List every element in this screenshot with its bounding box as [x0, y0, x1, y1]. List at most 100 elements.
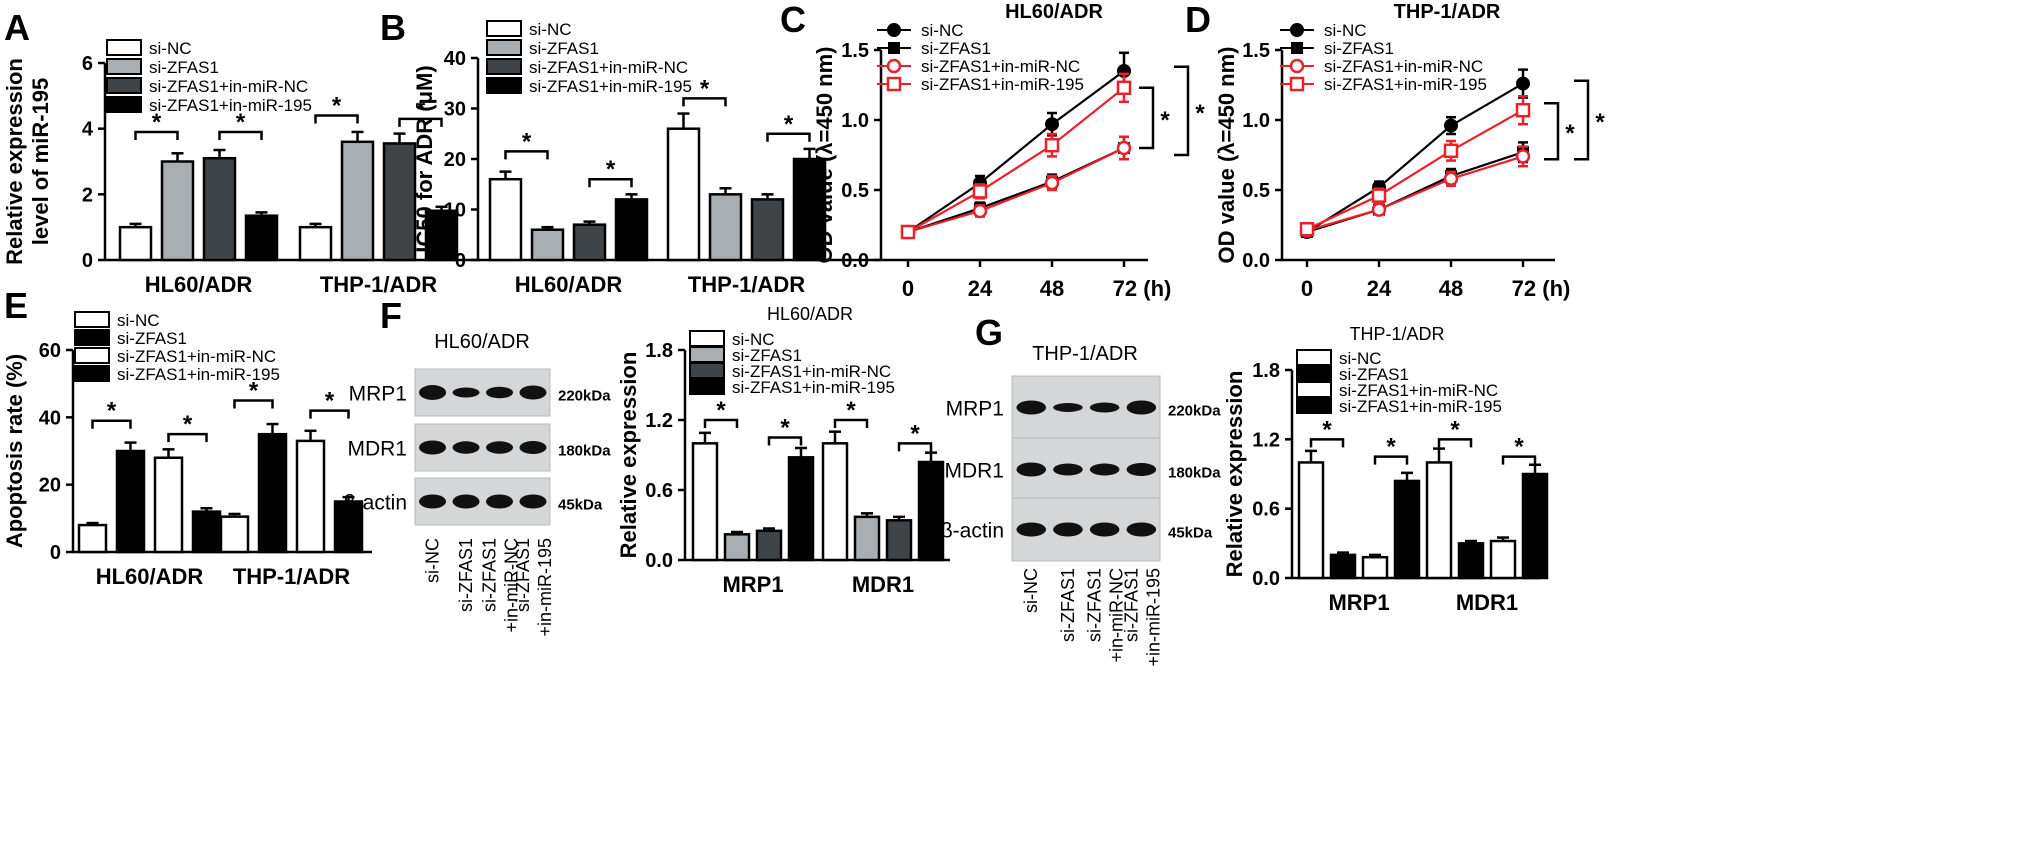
significance-star: *: [249, 378, 259, 405]
bar: [1521, 472, 1549, 580]
bar: [614, 198, 649, 262]
y-tick-label: 1.0: [841, 110, 869, 132]
bar: [691, 442, 719, 562]
bar: [257, 432, 288, 554]
blot-size-label: 45kDa: [558, 497, 603, 514]
legend-label: si-ZFAS1+in-miR-195: [732, 378, 895, 397]
bar: [488, 177, 523, 262]
legend-swatch: [1296, 349, 1332, 366]
legend-swatch: [74, 365, 110, 382]
legend-label: si-ZFAS1+in-miR-NC: [732, 362, 891, 381]
significance-star: *: [1322, 416, 1332, 443]
y-tick-label: 0: [50, 542, 61, 564]
significance-star: *: [1595, 109, 1605, 136]
blot-row-label: β-actin: [344, 492, 407, 515]
legend-label: si-NC: [529, 20, 572, 39]
protein-band: [419, 440, 447, 455]
panel-label-C: C: [780, 0, 806, 40]
chart-C: 0.0 0.5 1.0 1.5 0 24 48 72 (h) OD value (λ=450 n…: [812, 1, 1205, 301]
blot-size-label: 220kDa: [1168, 403, 1221, 420]
legend-marker: [1289, 76, 1305, 92]
data-point: [1515, 102, 1531, 118]
legend-marker: [1290, 23, 1304, 37]
legend-swatch: [486, 39, 522, 56]
y-axis-label: Relative expression: [1222, 371, 1247, 578]
protein-band: [1053, 522, 1083, 537]
significance-star: *: [416, 96, 426, 123]
bar: [572, 223, 607, 262]
significance-bracket: [703, 418, 739, 428]
significance-star: *: [1195, 100, 1205, 127]
significance-bracket: [588, 177, 633, 188]
significance-bracket: [1437, 438, 1473, 448]
significance-bracket: [1501, 455, 1537, 465]
bar: [917, 460, 945, 562]
lane-label: si-ZFAS1: [1085, 568, 1105, 642]
y-tick-label: 0.5: [1242, 180, 1270, 202]
legend-marker: [886, 58, 902, 74]
significance-star: *: [1565, 120, 1575, 147]
bar: [333, 500, 364, 554]
bar: [153, 456, 184, 554]
legend-swatch: [689, 330, 725, 347]
legend-label: si-ZFAS1: [921, 39, 991, 58]
y-tick-label: 0: [455, 250, 466, 272]
y-tick-label: 0.6: [645, 480, 673, 502]
data-point: [972, 184, 988, 199]
bar: [787, 456, 815, 562]
significance-bracket: [233, 399, 274, 409]
protein-band: [1016, 400, 1047, 415]
data-point: [1371, 188, 1387, 203]
significance-star: *: [846, 397, 856, 424]
blot-title: HL60/ADR: [434, 331, 530, 353]
significance-star: *: [325, 388, 335, 415]
legend-swatch: [74, 311, 110, 328]
y-tick-label: 40: [39, 407, 61, 429]
y-tick-label: 40: [444, 48, 466, 70]
y-axis-label: OD value (λ=450 nm): [812, 46, 837, 263]
x-tick-label: 24: [1367, 276, 1392, 301]
bar: [1329, 553, 1357, 580]
significance-bracket: [1574, 79, 1590, 161]
significance-star: *: [236, 109, 246, 136]
lane-label: si-ZFAS1: [1121, 568, 1141, 642]
blot-size-label: 180kDa: [1168, 465, 1221, 482]
protein-band: [419, 385, 447, 400]
panel-label-B: B: [380, 7, 406, 48]
protein-band: [519, 494, 547, 509]
significance-star: *: [1160, 107, 1170, 134]
data-point: [1045, 117, 1059, 132]
y-axis-label: Apoptosis rate (%): [2, 354, 27, 548]
bar: [666, 127, 701, 262]
blot-row-label: MRP1: [946, 398, 1004, 421]
lane-label: si-ZFAS1: [480, 538, 500, 612]
legend-label: si-ZFAS1: [1339, 365, 1409, 384]
protein-band: [486, 386, 514, 399]
protein-band: [1053, 463, 1083, 476]
protein-band: [486, 441, 514, 454]
significance-star: *: [1450, 416, 1460, 443]
significance-bracket: [1139, 86, 1155, 150]
series-line: [907, 147, 1125, 234]
legend-swatch: [106, 77, 142, 94]
significance-star: *: [522, 128, 532, 155]
protein-band: [419, 494, 447, 509]
legend-label: si-ZFAS1: [1324, 39, 1394, 58]
data-point: [900, 224, 916, 240]
lane-label: si-ZFAS1: [1058, 568, 1078, 642]
bar: [723, 533, 751, 562]
significance-bracket: [766, 132, 811, 142]
protein-band: [1126, 400, 1157, 415]
legend-swatch: [486, 77, 522, 94]
protein-band: [1089, 522, 1120, 537]
x-tick-label: HL60/ADR: [96, 564, 204, 589]
legend-label: si-NC: [732, 330, 775, 349]
series-line: [907, 86, 1125, 233]
legend-label: si-NC: [921, 21, 964, 40]
series-line: [1306, 109, 1524, 231]
significance-star: *: [784, 111, 794, 138]
legend-marker: [1289, 58, 1305, 74]
data-point: [1044, 137, 1060, 153]
